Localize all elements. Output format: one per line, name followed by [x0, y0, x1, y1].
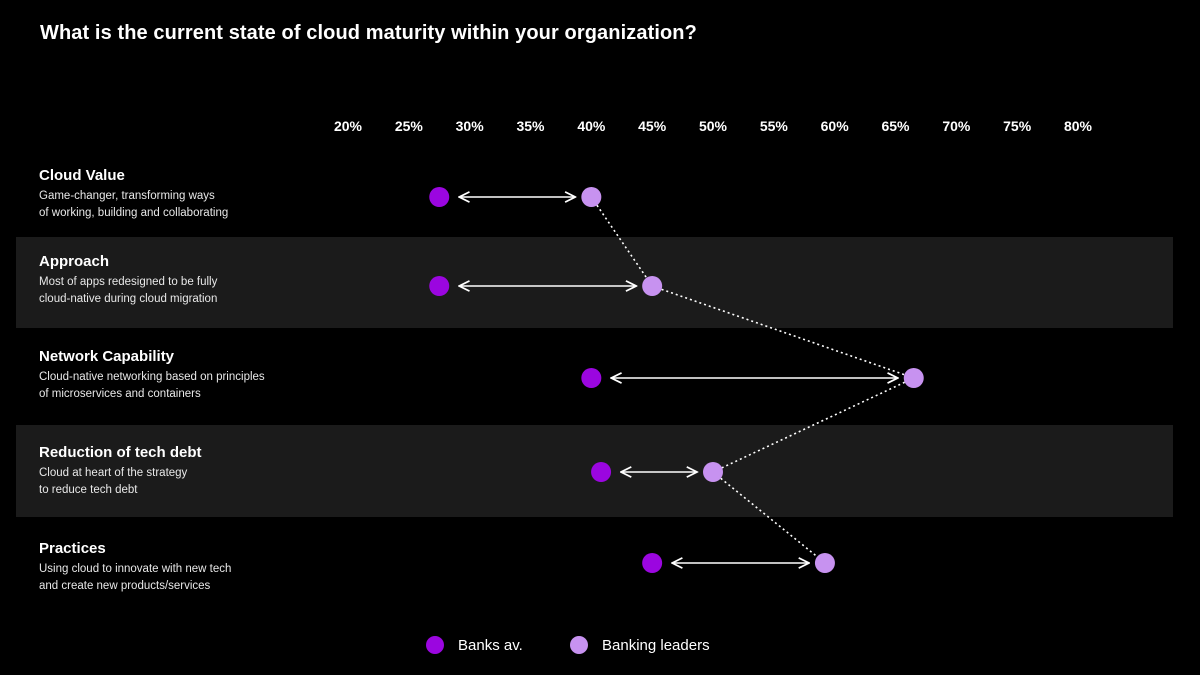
- banking-leaders-dot: [814, 553, 835, 573]
- category-title: Cloud Value: [39, 167, 125, 184]
- banks-avg-dot: [429, 187, 450, 207]
- category-description-line: Cloud at heart of the strategy: [39, 467, 188, 479]
- category-title: Network Capability: [39, 348, 175, 365]
- category-title: Reduction of tech debt: [39, 444, 202, 461]
- x-tick-label: 65%: [881, 118, 910, 134]
- leaders-trend-segment: [712, 377, 915, 473]
- legend-item-banking-leaders: Banking leaders: [570, 636, 710, 654]
- x-tick-label: 35%: [516, 118, 545, 134]
- x-tick-label: 50%: [698, 118, 728, 134]
- x-axis-ticks: 20% 25% 30% 35% 40% 45% 50% 55% 60% 65% 70% 75% 80%: [0, 118, 1200, 138]
- banking-leaders-dot: [642, 276, 663, 296]
- leaders-trend-segment: [590, 196, 653, 287]
- banking-leaders-dot: [703, 462, 723, 482]
- category-description: Cloud at heart of the strategy to reduce …: [39, 465, 399, 499]
- category-label-group: Approach Most of apps redesigned to be fu…: [39, 253, 399, 308]
- category-description: Using cloud to innovate with new tech and…: [39, 561, 399, 595]
- category-description: Most of apps redesigned to be fully cloud…: [39, 274, 399, 308]
- x-tick-label: 40%: [577, 118, 606, 134]
- leaders-trend-segment: [651, 285, 915, 379]
- banking-leaders-dot: [581, 187, 602, 207]
- legend: Banks av. Banking leaders: [0, 636, 1200, 660]
- category-description-line: Using cloud to innovate with new tech: [39, 563, 232, 575]
- x-tick-label: 20%: [333, 118, 363, 134]
- leaders-trend-segment: [712, 471, 826, 564]
- category-label-group: Cloud Value Game-changer, transforming wa…: [39, 167, 399, 222]
- x-tick-label: 80%: [1063, 118, 1093, 134]
- legend-label-banks-avg: Banks av.: [458, 636, 523, 654]
- banks-avg-dot: [591, 462, 612, 482]
- x-tick-label: 30%: [455, 118, 484, 134]
- legend-swatch-banking-leaders: [570, 636, 588, 654]
- legend-swatch-banks-avg: [426, 636, 444, 654]
- banks-avg-dot: [642, 553, 663, 573]
- x-tick-label: 75%: [1003, 118, 1032, 134]
- chart-title: What is the current state of cloud matur…: [40, 22, 697, 44]
- x-tick-label: 60%: [820, 118, 849, 134]
- category-description: Game-changer, transforming ways of workin…: [39, 188, 399, 222]
- category-description-line: of working, building and collaborating: [39, 207, 229, 219]
- category-title: Practices: [39, 540, 106, 557]
- x-tick-label: 45%: [638, 118, 667, 134]
- legend-label-banking-leaders: Banking leaders: [602, 636, 710, 654]
- banks-avg-dot: [429, 276, 450, 296]
- x-tick-label: 70%: [942, 118, 971, 134]
- category-description-line: to reduce tech debt: [39, 484, 138, 496]
- legend-item-banks-avg: Banks av.: [426, 636, 523, 654]
- category-description-line: Game-changer, transforming ways: [39, 190, 215, 202]
- banking-leaders-dot: [903, 368, 924, 388]
- category-description-line: of microservices and containers: [39, 388, 201, 400]
- category-label-group: Practices Using cloud to innovate with ne…: [39, 540, 399, 595]
- banks-avg-dot: [581, 368, 602, 388]
- x-tick-label: 55%: [759, 118, 788, 134]
- category-description: Cloud-native networking based on princip…: [39, 369, 399, 403]
- category-description-line: Most of apps redesigned to be fully: [39, 276, 218, 288]
- category-label-group: Reduction of tech debt Cloud at heart of …: [39, 444, 399, 499]
- x-tick-label: 25%: [394, 118, 423, 134]
- category-title: Approach: [39, 253, 110, 270]
- category-description-line: and create new products/services: [39, 580, 211, 592]
- category-description-line: cloud-native during cloud migration: [39, 293, 218, 305]
- category-label-group: Network Capability Cloud-native networkin…: [39, 348, 399, 403]
- category-description-line: Cloud-native networking based on princip…: [39, 371, 265, 383]
